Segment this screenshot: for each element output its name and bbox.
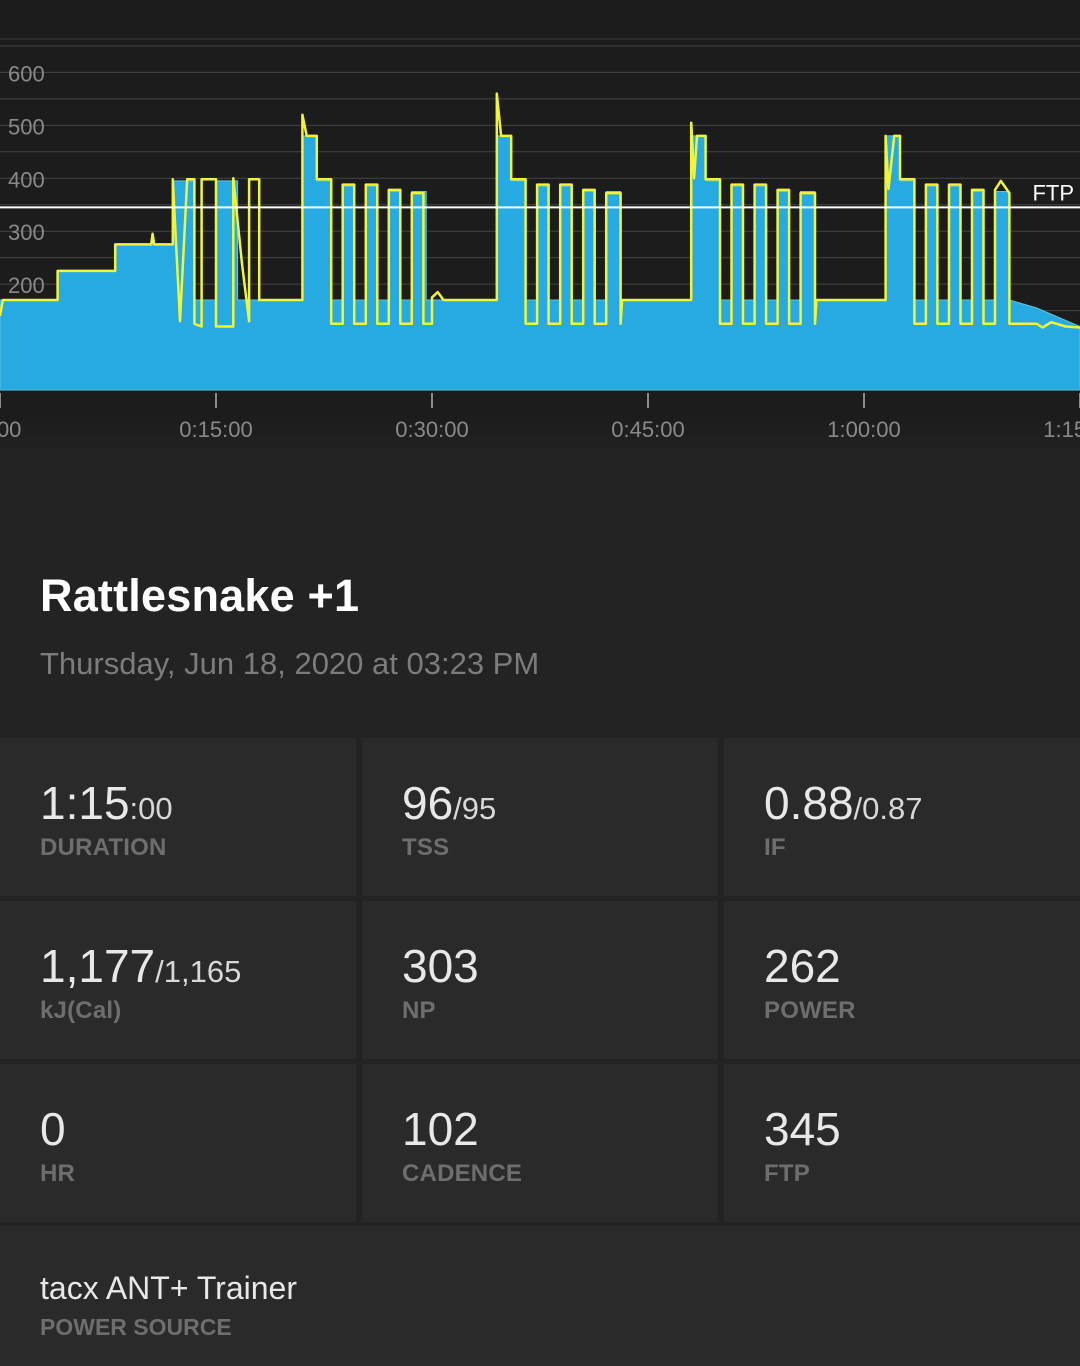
if-planned: /0.87	[853, 791, 923, 826]
np-main: 303	[402, 940, 479, 992]
power-source-value: tacx ANT+ Trainer	[40, 1270, 297, 1306]
hr-label: HR	[40, 1160, 76, 1187]
workout-title: Rattlesnake +1	[40, 570, 360, 621]
power-source-label: POWER SOURCE	[40, 1314, 232, 1340]
metric-if: 0.88/0.87 IF	[724, 738, 1080, 896]
y-tick-label: 600	[8, 61, 45, 86]
metric-hr: 0 HR	[0, 1064, 356, 1222]
target-power-area	[0, 135, 1080, 391]
y-tick-label: 300	[8, 220, 45, 245]
if-label: IF	[764, 834, 786, 861]
metric-np: 303 NP	[362, 901, 718, 1059]
x-tick-label: 1:00:00	[827, 417, 900, 442]
ftp-value: 345	[764, 1102, 841, 1156]
power-main: 262	[764, 940, 841, 992]
x-tick-label: 1:15:00	[1043, 417, 1080, 442]
metric-ftp: 345 FTP	[724, 1064, 1080, 1222]
hr-value: 0	[40, 1102, 66, 1156]
tss-label: TSS	[402, 834, 450, 861]
if-main: 0.88	[764, 777, 854, 829]
power-value: 262	[764, 939, 841, 993]
np-label: NP	[402, 997, 436, 1024]
cadence-label: CADENCE	[402, 1160, 523, 1187]
x-tick-label: 0:00	[0, 417, 21, 442]
ftp-label: FTP	[764, 1160, 810, 1187]
ftp-line-label: FTP	[1032, 180, 1074, 205]
workout-date: Thursday, Jun 18, 2020 at 03:23 PM	[40, 646, 540, 681]
metric-duration: 1:15:00 DURATION	[0, 738, 356, 896]
power-chart-svg: 200 300 400 500 600 FTP 0:00 0:15:00 0:30:00 0:45…	[0, 38, 1080, 442]
y-tick-label: 500	[8, 114, 45, 139]
y-tick-label: 200	[8, 273, 45, 298]
x-tick-label: 0:30:00	[395, 417, 468, 442]
actual-power-line	[0, 92, 1080, 329]
cadence-main: 102	[402, 1103, 479, 1155]
cadence-value: 102	[402, 1102, 479, 1156]
duration-label: DURATION	[40, 834, 167, 861]
tss-planned: /95	[453, 791, 497, 826]
duration-main: 1:15	[40, 777, 130, 829]
kj-calories: /1,165	[155, 954, 242, 989]
hr-main: 0	[40, 1103, 66, 1155]
kj-label: kJ(Cal)	[40, 997, 122, 1024]
kj-value: 1,177/1,165	[40, 939, 241, 993]
ftp-main: 345	[764, 1103, 841, 1155]
x-tick-label: 0:45:00	[611, 417, 684, 442]
tss-value: 96/95	[402, 776, 496, 830]
metric-tss: 96/95 TSS	[362, 738, 718, 896]
if-value: 0.88/0.87	[764, 776, 922, 830]
top-band	[0, 0, 1080, 38]
power-source: tacx ANT+ Trainer POWER SOURCE	[0, 1226, 1080, 1366]
metric-power: 262 POWER	[724, 901, 1080, 1059]
power-chart[interactable]: 200 300 400 500 600 FTP 0:00 0:15:00 0:30:00 0:45…	[0, 38, 1080, 460]
duration-value: 1:15:00	[40, 776, 173, 830]
power-label: POWER	[764, 997, 856, 1024]
metric-cadence: 102 CADENCE	[362, 1064, 718, 1222]
kj-main: 1,177	[40, 940, 156, 992]
np-value: 303	[402, 939, 479, 993]
y-tick-label: 400	[8, 167, 45, 192]
x-tick-label: 0:15:00	[179, 417, 252, 442]
tss-main: 96	[402, 777, 454, 829]
metric-kj: 1,177/1,165 kJ(Cal)	[0, 901, 356, 1059]
duration-seconds: :00	[129, 791, 173, 826]
